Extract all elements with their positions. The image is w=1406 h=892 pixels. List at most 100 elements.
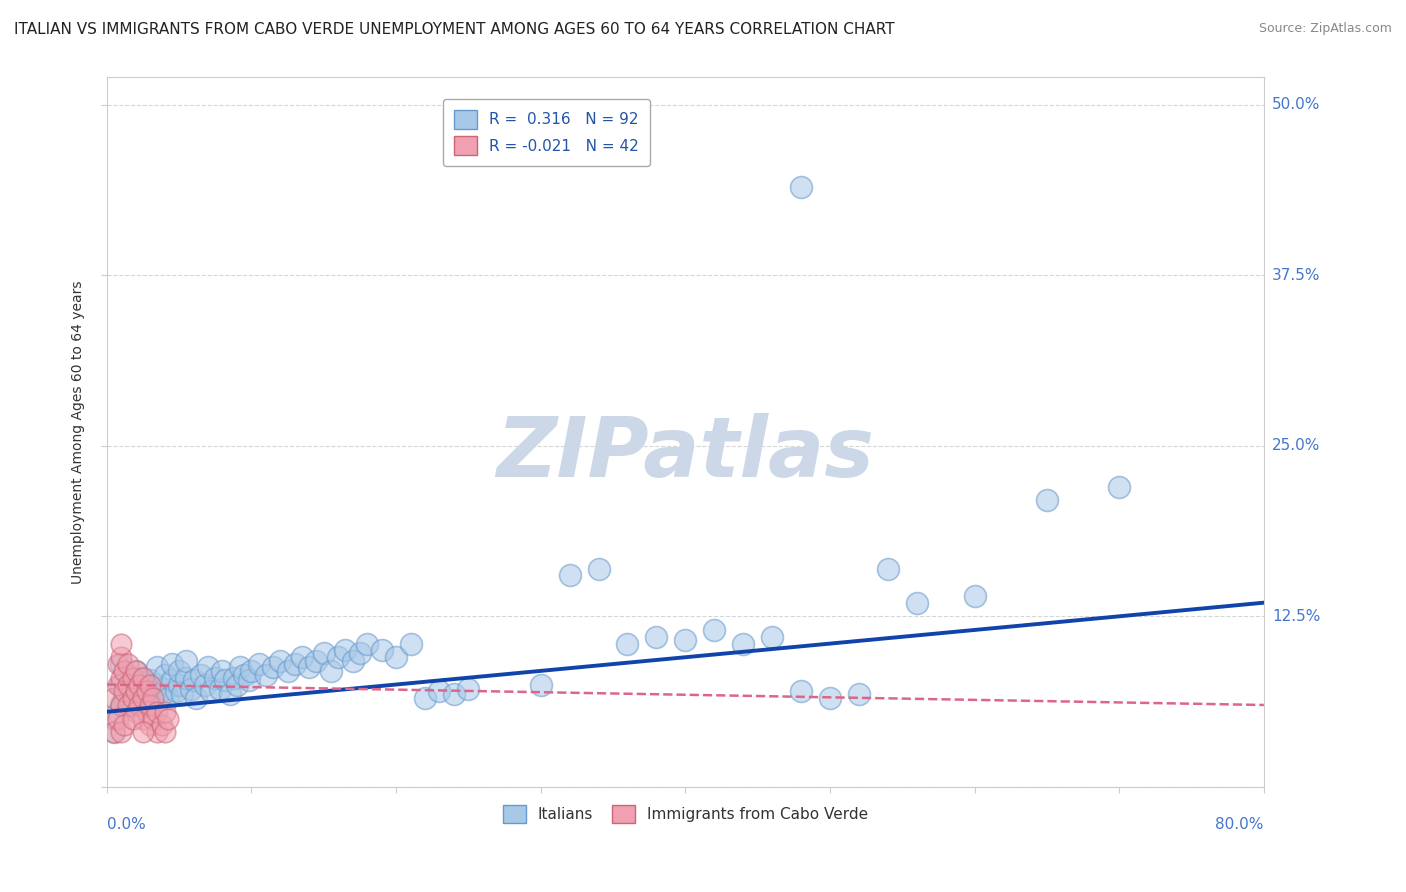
Point	[211, 664, 233, 678]
Point	[125, 684, 148, 698]
Point	[139, 684, 162, 698]
Text: 80.0%: 80.0%	[1216, 817, 1264, 832]
Point	[399, 637, 422, 651]
Point	[110, 698, 132, 712]
Point	[204, 671, 226, 685]
Point	[110, 637, 132, 651]
Point	[153, 681, 176, 696]
Point	[167, 677, 190, 691]
Point	[153, 705, 176, 719]
Point	[429, 684, 451, 698]
Point	[142, 691, 165, 706]
Point	[312, 646, 335, 660]
Point	[121, 712, 143, 726]
Point	[117, 668, 139, 682]
Point	[146, 660, 169, 674]
Point	[139, 677, 162, 691]
Point	[117, 698, 139, 712]
Point	[146, 705, 169, 719]
Point	[160, 673, 183, 688]
Point	[558, 568, 581, 582]
Point	[963, 589, 986, 603]
Point	[218, 687, 240, 701]
Point	[222, 671, 245, 685]
Point	[132, 681, 155, 696]
Point	[132, 671, 155, 685]
Point	[136, 705, 159, 719]
Point	[125, 705, 148, 719]
Point	[153, 668, 176, 682]
Point	[165, 684, 187, 698]
Y-axis label: Unemployment Among Ages 60 to 64 years: Unemployment Among Ages 60 to 64 years	[72, 280, 86, 584]
Point	[128, 698, 150, 712]
Point	[262, 660, 284, 674]
Point	[107, 677, 129, 691]
Point	[128, 677, 150, 691]
Point	[110, 657, 132, 671]
Point	[167, 664, 190, 678]
Point	[194, 677, 217, 691]
Point	[247, 657, 270, 671]
Point	[132, 691, 155, 706]
Point	[110, 698, 132, 712]
Point	[370, 643, 392, 657]
Point	[319, 664, 342, 678]
Point	[150, 687, 173, 701]
Point	[103, 725, 125, 739]
Point	[125, 677, 148, 691]
Point	[103, 712, 125, 726]
Point	[153, 725, 176, 739]
Point	[139, 718, 162, 732]
Point	[214, 673, 236, 688]
Point	[146, 677, 169, 691]
Point	[328, 650, 350, 665]
Point	[107, 657, 129, 671]
Point	[876, 561, 898, 575]
Text: 12.5%: 12.5%	[1272, 609, 1320, 624]
Point	[132, 725, 155, 739]
Text: 25.0%: 25.0%	[1272, 438, 1320, 453]
Point	[284, 657, 307, 671]
Point	[121, 698, 143, 712]
Point	[790, 179, 813, 194]
Point	[180, 681, 202, 696]
Point	[142, 712, 165, 726]
Point	[818, 691, 841, 706]
Point	[905, 596, 928, 610]
Point	[342, 654, 364, 668]
Point	[356, 637, 378, 651]
Point	[385, 650, 408, 665]
Point	[117, 657, 139, 671]
Point	[298, 660, 321, 674]
Point	[156, 712, 179, 726]
Point	[125, 664, 148, 678]
Point	[136, 691, 159, 706]
Point	[233, 668, 256, 682]
Point	[132, 671, 155, 685]
Point	[121, 691, 143, 706]
Point	[103, 725, 125, 739]
Point	[733, 637, 755, 651]
Point	[790, 684, 813, 698]
Point	[208, 681, 231, 696]
Point	[413, 691, 436, 706]
Point	[229, 660, 252, 674]
Point	[200, 684, 222, 698]
Point	[117, 677, 139, 691]
Point	[110, 677, 132, 691]
Point	[112, 664, 135, 678]
Point	[226, 677, 249, 691]
Point	[291, 650, 314, 665]
Text: 50.0%: 50.0%	[1272, 97, 1320, 112]
Point	[112, 718, 135, 732]
Point	[443, 687, 465, 701]
Point	[128, 687, 150, 701]
Text: ITALIAN VS IMMIGRANTS FROM CABO VERDE UNEMPLOYMENT AMONG AGES 60 TO 64 YEARS COR: ITALIAN VS IMMIGRANTS FROM CABO VERDE UN…	[14, 22, 894, 37]
Point	[146, 725, 169, 739]
Point	[125, 664, 148, 678]
Point	[349, 646, 371, 660]
Point	[673, 632, 696, 647]
Point	[136, 684, 159, 698]
Point	[703, 623, 725, 637]
Point	[588, 561, 610, 575]
